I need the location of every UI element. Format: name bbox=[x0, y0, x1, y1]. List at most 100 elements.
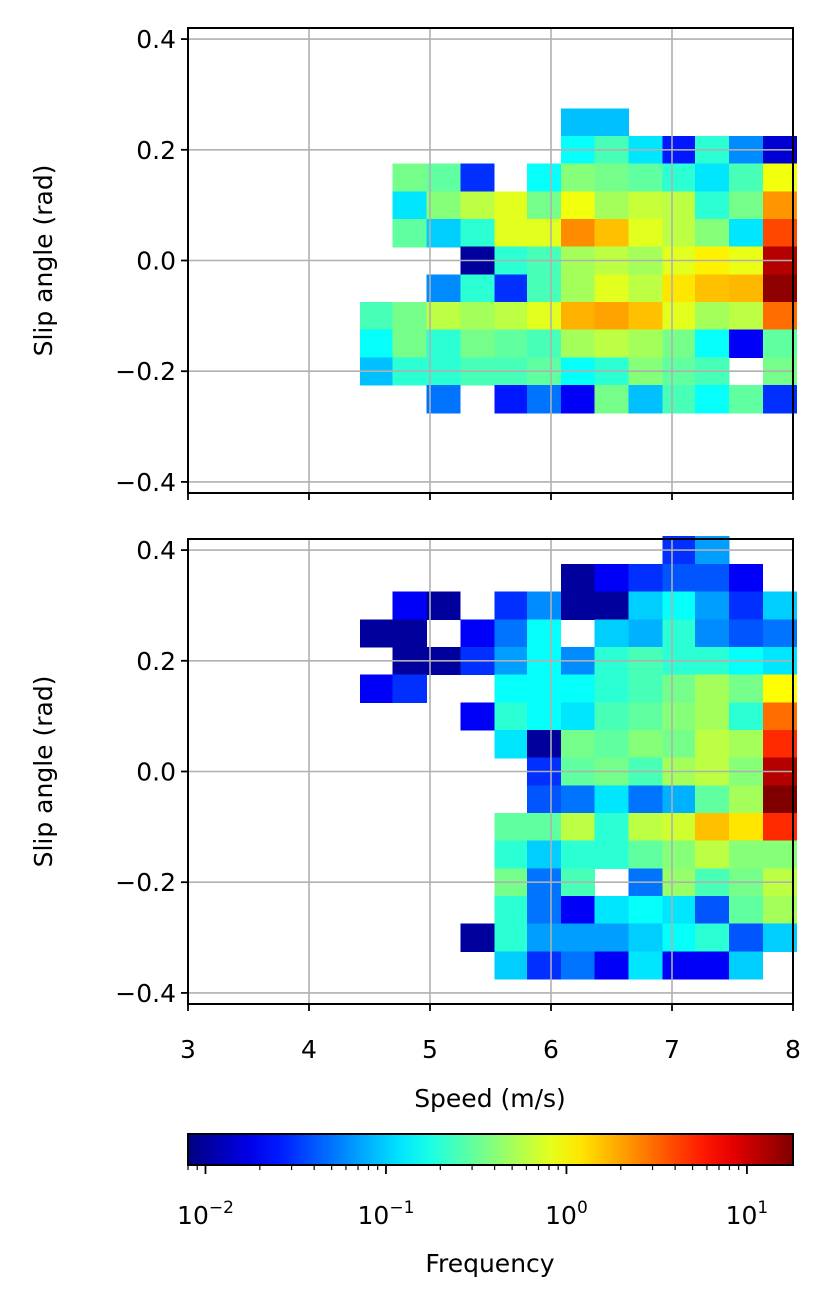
heatmap-cell bbox=[560, 385, 596, 414]
heatmap-cell bbox=[729, 813, 764, 842]
heatmap-cell bbox=[560, 218, 596, 248]
heatmap-cell bbox=[594, 813, 629, 842]
heatmap-cell bbox=[729, 163, 764, 192]
heatmap-cell bbox=[662, 785, 697, 814]
heatmap-cell bbox=[526, 702, 562, 731]
y-tick-label: −0.4 bbox=[115, 468, 176, 497]
heatmap-cell bbox=[662, 163, 697, 192]
x-tick-label: 5 bbox=[422, 1035, 438, 1064]
heatmap-cell bbox=[526, 218, 562, 248]
heatmap-cell bbox=[392, 674, 427, 703]
colorbar-tick-label: 10−2 bbox=[177, 1198, 234, 1230]
heatmap-cell bbox=[426, 218, 461, 248]
heatmap-cell bbox=[628, 591, 663, 620]
heatmap-cell bbox=[494, 302, 529, 331]
heatmap-cell bbox=[628, 218, 663, 248]
heatmap-cell bbox=[695, 163, 730, 192]
heatmap-cell bbox=[426, 302, 461, 331]
colorbar-tick-label: 100 bbox=[545, 1198, 588, 1230]
heatmap-cell bbox=[494, 729, 529, 759]
heatmap-cell bbox=[526, 951, 562, 980]
y-tick-label: 0.4 bbox=[136, 25, 176, 54]
heatmap-cell bbox=[695, 619, 730, 648]
heatmap-cell bbox=[494, 840, 529, 869]
heatmap-cell bbox=[560, 674, 596, 703]
heatmap-cell bbox=[762, 302, 798, 331]
heatmap-cell bbox=[460, 329, 495, 358]
heatmap-cell bbox=[426, 163, 461, 192]
heatmap-cell bbox=[662, 840, 697, 869]
heatmap-cell bbox=[729, 302, 764, 331]
heatmap-cell bbox=[762, 329, 798, 358]
heatmap-cell bbox=[560, 951, 596, 980]
heatmap-cell bbox=[762, 591, 798, 620]
heatmap-cell bbox=[729, 785, 764, 814]
heatmap-cell bbox=[662, 729, 697, 759]
heatmap-cell bbox=[662, 619, 697, 648]
heatmap-cell bbox=[594, 108, 629, 137]
heatmap-cell bbox=[494, 813, 529, 842]
y-tick-label: 0.0 bbox=[136, 247, 176, 276]
colorbar: 10−2 10−1 100 101 bbox=[177, 1133, 794, 1230]
heatmap-cell bbox=[729, 951, 764, 980]
heatmap-cell bbox=[695, 385, 730, 414]
heatmap-cell bbox=[526, 840, 562, 869]
heatmap-cell bbox=[762, 729, 798, 759]
heatmap-cell bbox=[762, 785, 798, 814]
heatmap-cell bbox=[662, 191, 697, 220]
heatmap-cell bbox=[729, 840, 764, 869]
heatmap-cell bbox=[526, 674, 562, 703]
heatmap-cell bbox=[560, 191, 596, 220]
heatmap-cell bbox=[359, 302, 395, 331]
heatmap-cell bbox=[392, 591, 427, 620]
heatmap-cell bbox=[526, 896, 562, 925]
heatmap-cell bbox=[662, 674, 697, 703]
heatmap-cell bbox=[460, 619, 495, 648]
heatmap-cell bbox=[560, 813, 596, 842]
heatmap-cell bbox=[594, 923, 629, 953]
heatmap-cell bbox=[695, 813, 730, 842]
heatmap-cell bbox=[526, 813, 562, 842]
heatmap-cell bbox=[594, 302, 629, 331]
heatmap-cell bbox=[560, 274, 596, 303]
heatmap-cell bbox=[494, 329, 529, 358]
heatmap-cell bbox=[426, 191, 461, 220]
y-tick-label: −0.2 bbox=[115, 357, 176, 386]
heatmap-cell bbox=[594, 191, 629, 220]
heatmap-cell bbox=[628, 840, 663, 869]
heatmap-cell bbox=[628, 813, 663, 842]
heatmap-cell bbox=[729, 896, 764, 925]
heatmap-cell bbox=[460, 302, 495, 331]
heatmap-cell bbox=[392, 218, 427, 248]
y-tick-label: 0.2 bbox=[136, 647, 176, 676]
heatmap-cell bbox=[662, 218, 697, 248]
heatmap-cell bbox=[729, 702, 764, 731]
heatmap-cell bbox=[460, 191, 495, 220]
heatmap-cell bbox=[662, 302, 697, 331]
heatmap-cell bbox=[628, 619, 663, 648]
heatmap-cell bbox=[762, 191, 798, 220]
heatmap-cell bbox=[662, 951, 697, 980]
heatmap-cell bbox=[628, 302, 663, 331]
x-tick-label: 3 bbox=[180, 1035, 196, 1064]
heatmap-cell bbox=[662, 923, 697, 953]
heatmap-cell bbox=[494, 951, 529, 980]
heatmap-cell bbox=[560, 163, 596, 192]
heatmap-cell bbox=[628, 674, 663, 703]
heatmap-cell bbox=[729, 923, 764, 953]
y-tick-label: 0.4 bbox=[136, 536, 176, 565]
x-tick-label: 7 bbox=[664, 1035, 680, 1064]
heatmap-cell bbox=[392, 302, 427, 331]
heatmap-cell bbox=[359, 329, 395, 358]
heatmap-cell bbox=[628, 785, 663, 814]
heatmap-cell bbox=[695, 191, 730, 220]
heatmap-cell bbox=[526, 619, 562, 648]
heatmap-cell bbox=[526, 385, 562, 414]
x-axis: 3 4 5 6 7 8 bbox=[180, 1035, 801, 1064]
heatmap-cell bbox=[762, 702, 798, 731]
heatmap-cell bbox=[762, 274, 798, 303]
y-tick-label: 0.2 bbox=[136, 136, 176, 165]
colorbar-label: Frequency bbox=[425, 1249, 554, 1278]
heatmap-cells bbox=[359, 536, 798, 980]
heatmap-cell bbox=[762, 619, 798, 648]
